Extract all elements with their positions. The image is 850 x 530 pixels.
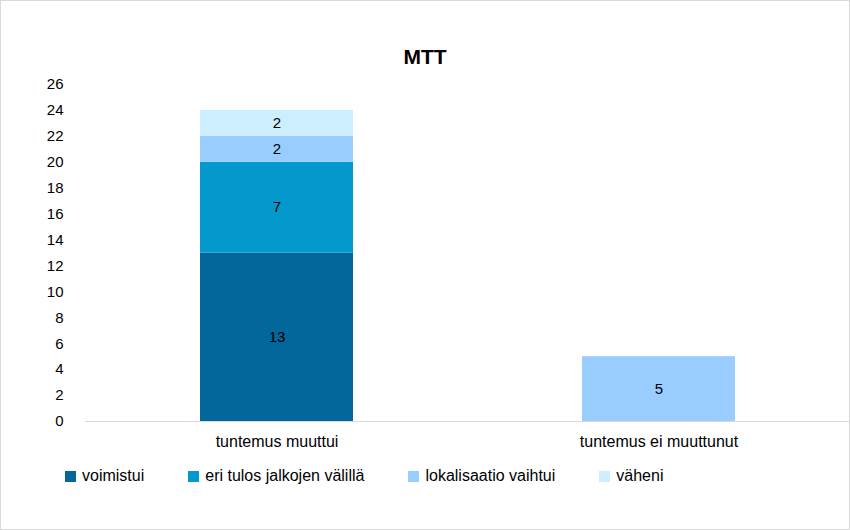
svg-text:tuntemus ei muuttunut: tuntemus ei muuttunut [580,433,739,450]
svg-text:tuntemus muuttui: tuntemus muuttui [216,433,339,450]
svg-text:14: 14 [47,231,64,248]
svg-text:4: 4 [55,360,63,377]
html-text:MTT: MTT [403,45,447,68]
svg-text:18: 18 [47,179,64,196]
svg-text:2: 2 [273,140,281,157]
svg-text:12: 12 [47,257,64,274]
html-text:väheni: väheni [616,467,664,484]
svg-text:5: 5 [655,380,663,397]
html-text:lokalisaatio vaihtui: lokalisaatio vaihtui [425,467,556,484]
svg-text:7: 7 [273,198,281,215]
svg-text:26: 26 [47,75,64,92]
svg-text:0: 0 [55,412,63,429]
svg-text:16: 16 [47,205,64,222]
svg-text:8: 8 [55,309,63,326]
svg-text:24: 24 [47,101,64,118]
svg-text:10: 10 [47,283,64,300]
svg-text:20: 20 [47,153,64,170]
svg-text:2: 2 [55,386,63,403]
html-text:eri tulos jalkojen välillä: eri tulos jalkojen välillä [205,467,365,484]
svg-text:13: 13 [269,328,286,345]
svg-text:22: 22 [47,127,64,144]
html-text:voimistui: voimistui [82,467,145,484]
svg-text:6: 6 [55,335,63,352]
svg-text:2: 2 [273,114,281,131]
